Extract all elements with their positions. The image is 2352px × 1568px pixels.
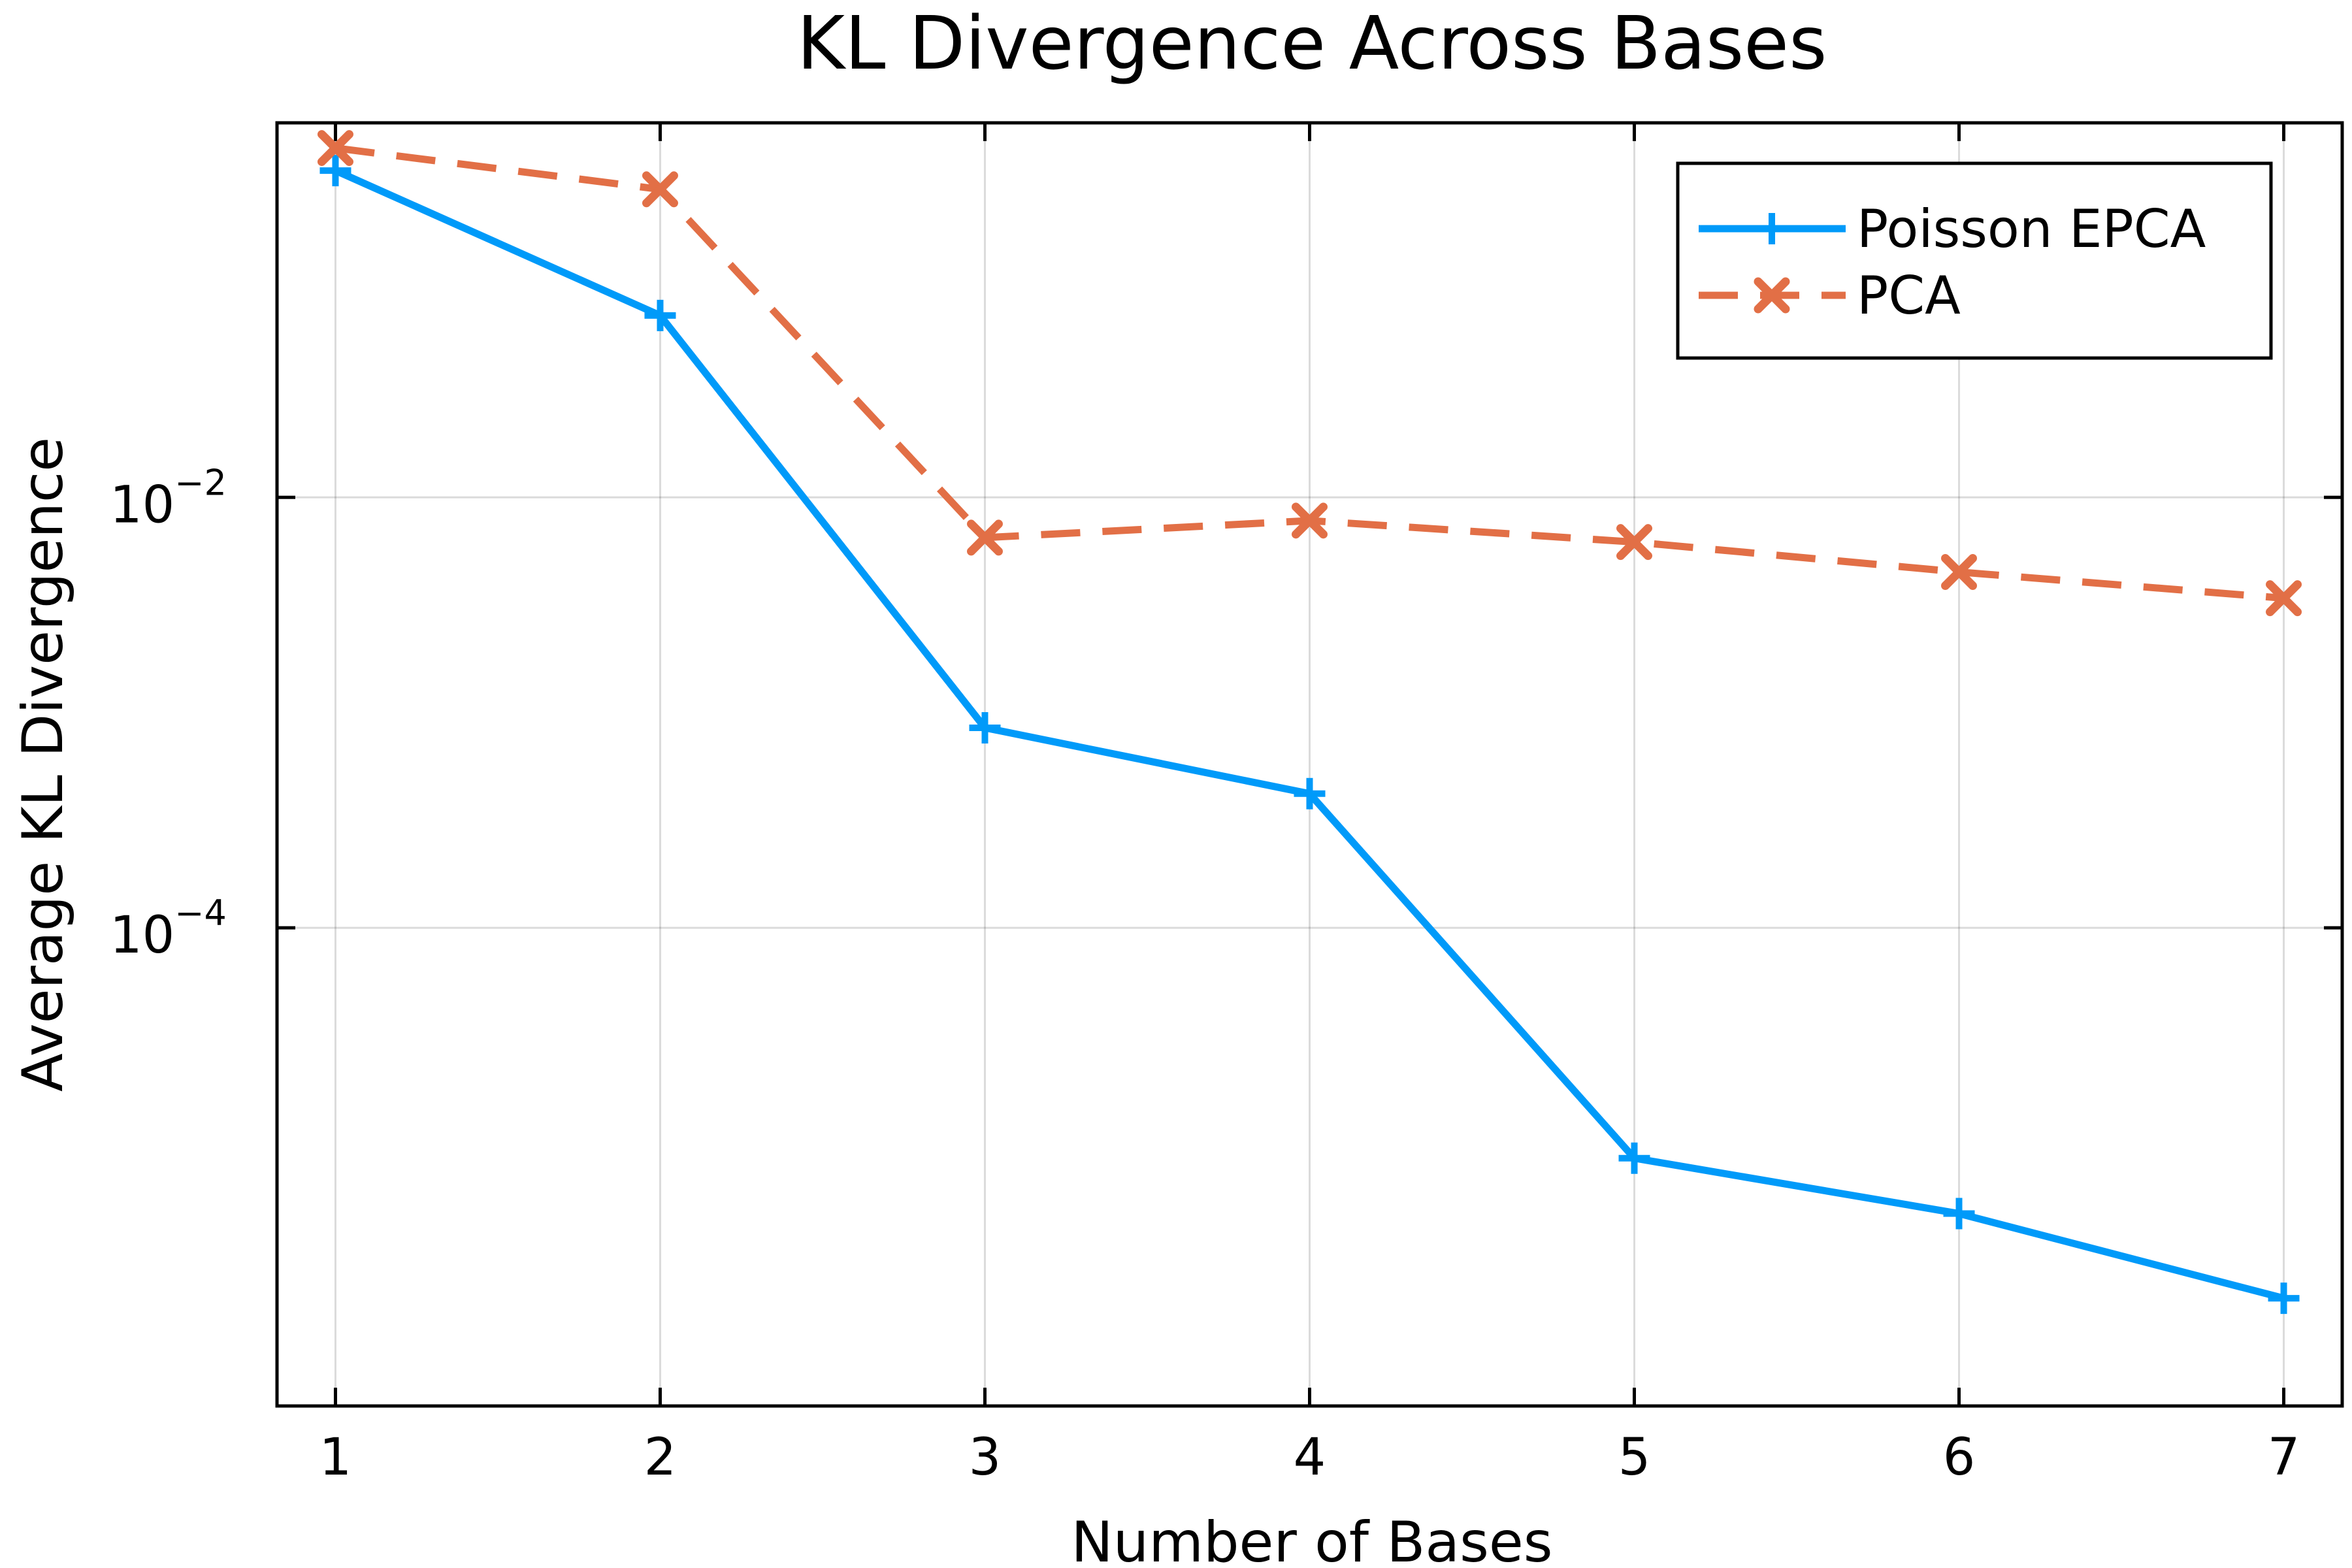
legend-marker-poisson-epca	[1756, 213, 1788, 244]
series-layer	[317, 130, 2302, 1315]
point-pca-4	[1292, 502, 1328, 539]
point-pca-1	[317, 130, 353, 167]
legend-label-poisson-epca: Poisson EPCA	[1857, 199, 2206, 259]
point-poisson-epca-5	[1618, 1142, 1650, 1174]
point-pca-5	[1616, 524, 1653, 561]
x-tick-label-2: 2	[644, 1428, 677, 1487]
y-axis-label: Average KL Divergence	[10, 437, 76, 1092]
point-poisson-epca-2	[644, 299, 676, 331]
x-tick-label-6: 6	[1943, 1428, 1976, 1487]
point-pca-6	[1941, 554, 1978, 591]
x-tick-label-4: 4	[1294, 1428, 1326, 1487]
axis-ticks: 1 2 3 4 5 6 7 10−2 10−4	[110, 123, 2342, 1487]
point-poisson-epca-6	[1943, 1198, 1975, 1230]
point-poisson-epca-4	[1294, 777, 1326, 809]
x-tick-label-7: 7	[2268, 1428, 2300, 1487]
legend-glyph-pca	[1754, 277, 1790, 314]
x-tick-label-5: 5	[1618, 1428, 1651, 1487]
y-tick-label-0: 10−2	[110, 462, 227, 534]
point-pca-2	[642, 171, 678, 208]
legend-label-pca: PCA	[1857, 265, 1961, 326]
point-poisson-epca-1	[319, 155, 351, 187]
legend-box	[1676, 161, 2273, 360]
legend-glyph-poisson-epca	[1756, 213, 1788, 244]
legend-marker-pca	[1754, 277, 1790, 314]
y-tick-label-1: 10−4	[110, 892, 227, 965]
x-tick-label-3: 3	[969, 1428, 1002, 1487]
legend: Poisson EPCA PCA	[1676, 161, 2273, 360]
point-pca-3	[966, 519, 1003, 556]
x-tick-label-1: 1	[319, 1428, 352, 1487]
point-poisson-epca-3	[969, 711, 1001, 743]
chart-title: KL Divergence Across Bases	[797, 1, 1827, 86]
x-axis-label: Number of Bases	[1071, 1510, 1552, 1568]
point-pca-7	[2266, 580, 2302, 617]
point-poisson-epca-7	[2268, 1282, 2300, 1315]
